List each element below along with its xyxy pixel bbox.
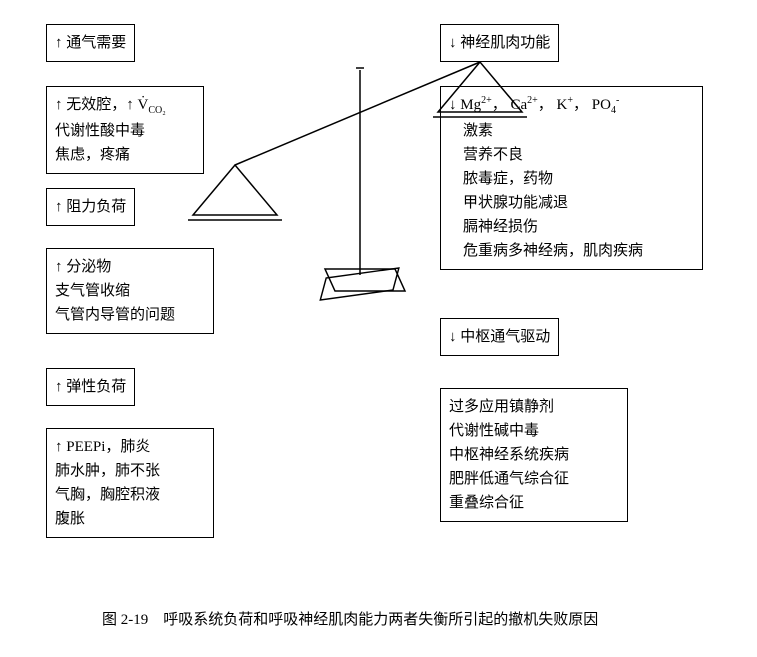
left-box-1-line-2: 焦虑，疼痛 bbox=[55, 143, 195, 167]
left-header-2-text: ↑ 阻力负荷 bbox=[55, 199, 126, 215]
right-header-2: ↓ 中枢通气驱动 bbox=[440, 318, 559, 356]
left-box-3: ↑ PEEPi，肺炎 肺水肿，肺不张 气胸，胸腔积液 腹胀 bbox=[46, 428, 214, 538]
right-box-2-line-3: 肥胖低通气综合征 bbox=[449, 467, 619, 491]
right-box-2-line-0: 过多应用镇静剂 bbox=[449, 395, 619, 419]
left-box-3-line-1: 肺水肿，肺不张 bbox=[55, 459, 205, 483]
left-box-1-line-0: ↑ 无效腔，↑ V̇CO₂ bbox=[55, 93, 195, 119]
left-header-2: ↑ 阻力负荷 bbox=[46, 188, 135, 226]
right-box-2: 过多应用镇静剂 代谢性碱中毒 中枢神经系统疾病 肥胖低通气综合征 重叠综合征 bbox=[440, 388, 628, 522]
right-box-2-line-2: 中枢神经系统疾病 bbox=[449, 443, 619, 467]
left-header-3: ↑ 弹性负荷 bbox=[46, 368, 135, 406]
left-header-1-text: ↑ 通气需要 bbox=[55, 35, 126, 51]
diagram-container: ↑ 通气需要 ↑ 无效腔，↑ V̇CO₂ 代谢性酸中毒 焦虑，疼痛 ↑ 阻力负荷… bbox=[10, 10, 747, 647]
left-box-1-line-1: 代谢性酸中毒 bbox=[55, 119, 195, 143]
right-box-2-line-1: 代谢性碱中毒 bbox=[449, 419, 619, 443]
balance-scale-icon bbox=[180, 40, 540, 310]
left-header-3-text: ↑ 弹性负荷 bbox=[55, 379, 126, 395]
right-box-2-line-4: 重叠综合征 bbox=[449, 491, 619, 515]
left-box-3-line-2: 气胸，胸腔积液 bbox=[55, 483, 205, 507]
left-header-1: ↑ 通气需要 bbox=[46, 24, 135, 62]
figure-caption-text: 图 2-19 呼吸系统负荷和呼吸神经肌肉能力两者失衡所引起的撤机失败原因 bbox=[102, 612, 598, 628]
right-header-2-text: ↓ 中枢通气驱动 bbox=[449, 329, 550, 345]
left-box-3-line-0: ↑ PEEPi，肺炎 bbox=[55, 435, 205, 459]
left-box-3-line-3: 腹胀 bbox=[55, 507, 205, 531]
figure-caption: 图 2-19 呼吸系统负荷和呼吸神经肌肉能力两者失衡所引起的撤机失败原因 bbox=[102, 608, 598, 629]
